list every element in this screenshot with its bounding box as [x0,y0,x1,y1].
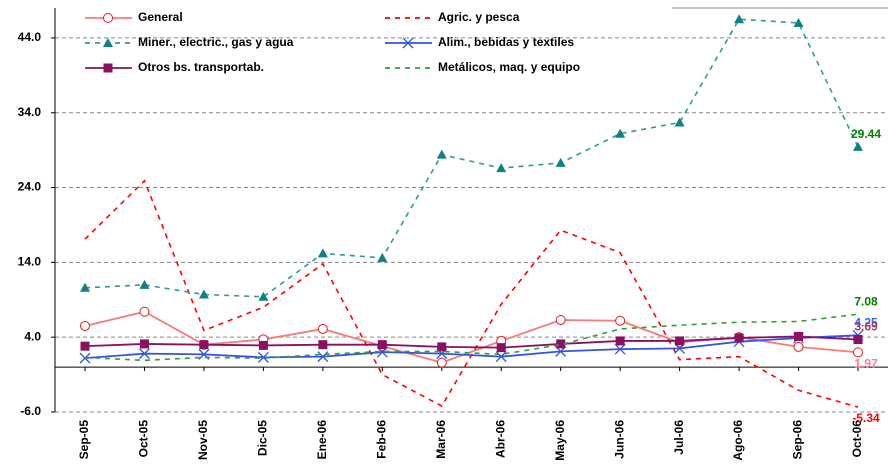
x-tick-label: Sep-06 [791,420,805,460]
point [734,14,745,24]
point [496,343,506,353]
y-tick-label: 14.0 [18,255,42,269]
point [793,341,804,352]
point [675,336,685,346]
point [377,252,388,262]
point [556,339,566,349]
legend-label: Metálicos, maq. y equipo [438,60,580,74]
series [84,179,859,408]
point [80,282,90,292]
series-line [84,179,859,408]
point [80,320,90,331]
series-line [84,18,859,298]
data-label: 29.44 [851,127,881,141]
data-label: 3.69 [854,320,878,334]
point [139,348,150,360]
legend-item: Metálicos, maq. y equipo [385,60,580,74]
point [734,333,744,343]
point [614,343,626,355]
point [377,340,387,350]
x-tick-label: Ene-06 [315,420,329,460]
point [555,157,566,167]
legend-label: Alim., bebidas y textiles [438,35,574,49]
point [258,291,269,301]
series [80,331,863,353]
legend-item: Miner., electric., gas y agua [85,35,294,49]
point [317,248,328,258]
x-tick-label: Feb-06 [374,420,388,459]
data-label: 1.97 [854,357,878,371]
point [139,339,149,349]
x-tick-label: May-06 [553,420,567,461]
point [496,163,507,173]
point [555,314,566,325]
y-tick-label: 4.0 [24,329,41,343]
legend-item: Agric. y pesca [385,10,520,24]
point [317,323,328,334]
legend-label: General [138,10,183,24]
y-tick-label: 44.0 [18,30,42,44]
point [103,38,113,47]
x-tick-label: Jul-06 [672,420,686,455]
point [853,335,863,345]
x-tick-label: Ago-06 [731,420,745,461]
legend-label: Miner., electric., gas y agua [138,35,294,49]
x-tick-label: Oct-05 [137,420,151,458]
series-line [84,334,859,360]
series-line [84,335,859,349]
point [402,37,414,49]
point [257,351,269,363]
point [794,331,804,341]
x-tick-label: Dic-05 [256,420,270,456]
point [103,63,113,73]
series [80,14,863,301]
point [258,340,268,350]
legend-label: Otros bs. transportab. [138,60,264,74]
x-tick-label: Oct-06 [850,420,864,458]
x-tick-label: Sep-05 [77,420,91,460]
point [615,336,625,346]
point [139,279,150,289]
legend-item: Alim., bebidas y textiles [385,35,574,49]
point [853,347,863,358]
point [436,357,447,368]
point [615,128,626,138]
data-label: 4.25 [854,315,878,329]
legend-item: General [85,10,183,24]
point [80,341,90,351]
point [317,351,329,363]
point [199,340,209,350]
y-tick-label: 24.0 [18,180,42,194]
y-tick-label: 34.0 [18,105,42,119]
x-tick-label: Mar-06 [434,420,448,459]
point [853,141,863,151]
data-label: -5.34 [852,411,880,425]
point [615,315,626,326]
legend-item: Otros bs. transportab. [85,60,264,74]
point [318,340,328,350]
point [139,306,150,317]
point [198,289,209,299]
x-tick-label: Nov-05 [196,420,210,460]
data-label: 7.08 [854,294,878,308]
point [436,149,447,159]
point [793,17,804,27]
y-tick-label: -6.0 [20,404,41,418]
point [103,13,113,23]
x-tick-label: Jun-06 [612,420,626,459]
legend-label: Agric. y pesca [438,10,520,24]
point [437,342,447,352]
x-tick-label: Abr-06 [493,420,507,458]
point [674,117,685,127]
